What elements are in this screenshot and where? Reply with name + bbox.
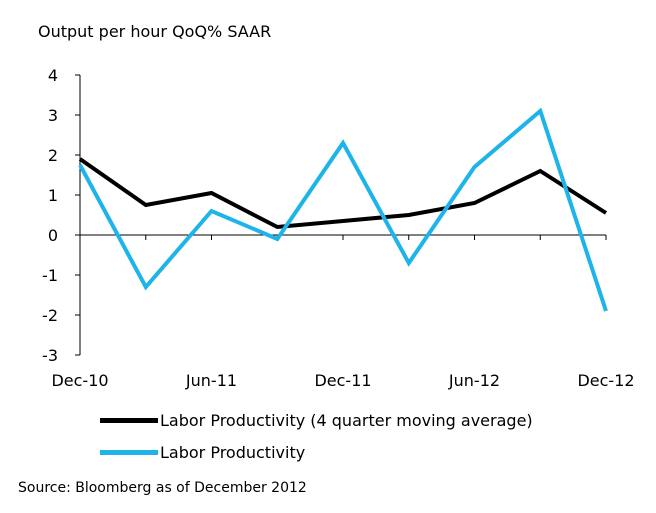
- y-axis-title: Output per hour QoQ% SAAR: [38, 22, 272, 41]
- series-line-productivity: [78, 107, 608, 312]
- legend-swatch-moving-average: [100, 417, 158, 423]
- legend: Labor Productivity (4 quarter moving ave…: [100, 404, 533, 468]
- chart-lines: [78, 107, 608, 312]
- y-tick-label: 2: [48, 146, 58, 165]
- x-tick-label: Dec-12: [577, 371, 634, 390]
- x-tick-label: Jun-11: [185, 371, 237, 390]
- y-tick-label: -2: [42, 306, 58, 325]
- y-tick-label: 3: [48, 106, 58, 125]
- source-note: Source: Bloomberg as of December 2012: [18, 480, 307, 496]
- y-tick-label: -3: [42, 346, 58, 365]
- legend-item-productivity: Labor Productivity: [100, 436, 533, 468]
- line-chart: 4 3 2 1 0 -1 -2 -3 Dec-10 Jun-11 Dec-11 Jun-12 Dec-1…: [42, 66, 635, 390]
- series-line-moving-average: [78, 157, 608, 230]
- legend-label-productivity: Labor Productivity: [160, 442, 306, 462]
- x-tick-label: Jun-12: [448, 371, 500, 390]
- legend-swatch-productivity: [100, 449, 158, 455]
- legend-item-moving-average: Labor Productivity (4 quarter moving ave…: [100, 404, 533, 436]
- x-tick-label: Dec-11: [314, 371, 371, 390]
- x-tick-label: Dec-10: [51, 371, 108, 390]
- y-tick-label: 0: [48, 226, 58, 245]
- y-tick-label: 1: [48, 186, 58, 205]
- legend-label-moving-average: Labor Productivity (4 quarter moving ave…: [160, 410, 533, 430]
- chart-ticks: 4 3 2 1 0 -1 -2 -3 Dec-10 Jun-11 Dec-11 Jun-12 Dec-1…: [42, 66, 635, 390]
- y-tick-label: 4: [48, 66, 58, 85]
- chart-axes: [79, 75, 606, 355]
- y-tick-label: -1: [42, 266, 58, 285]
